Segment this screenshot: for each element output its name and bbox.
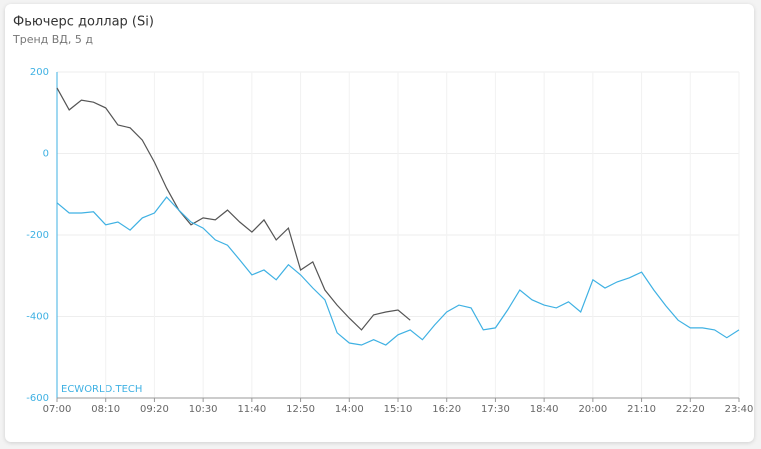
series-line	[56, 196, 740, 346]
x-tick-label: 16:20	[432, 404, 461, 415]
y-tick-label: 0	[43, 149, 49, 160]
watermark: ECWORLD.TECH	[61, 384, 142, 395]
x-tick-label: 08:10	[91, 404, 120, 415]
x-tick-label: 07:00	[43, 404, 72, 415]
x-tick-label: 11:40	[237, 404, 266, 415]
x-tick-label: 09:20	[140, 404, 169, 415]
y-tick-label: 200	[30, 67, 49, 78]
chart-subtitle: Тренд ВД, 5 д	[12, 33, 93, 46]
card	[5, 4, 754, 442]
x-tick-label: 14:00	[335, 404, 364, 415]
series-line	[56, 87, 411, 331]
x-tick-label: 17:30	[481, 404, 510, 415]
x-tick-label: 21:10	[627, 404, 656, 415]
y-tick-label: -400	[26, 312, 49, 323]
x-tick-label: 15:10	[384, 404, 413, 415]
x-tick-label: 20:00	[578, 404, 607, 415]
y-tick-label: -600	[26, 393, 49, 404]
chart-title: Фьючерс доллар (Si)	[13, 15, 154, 30]
x-tick-label: 23:40	[725, 404, 754, 415]
x-tick-label: 18:40	[530, 404, 559, 415]
x-tick-label: 12:50	[286, 404, 315, 415]
x-tick-label: 10:30	[189, 404, 218, 415]
x-tick-label: 22:20	[676, 404, 705, 415]
y-tick-label: -200	[26, 230, 49, 241]
